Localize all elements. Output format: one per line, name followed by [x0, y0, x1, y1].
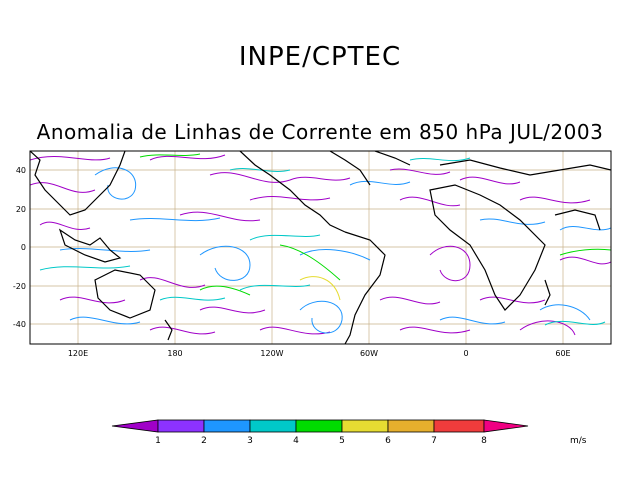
lat-tick-label: 20 [16, 205, 26, 214]
legend-label: 6 [385, 436, 391, 446]
legend-swatch [483, 419, 529, 433]
lon-tick-label: 60W [360, 349, 378, 358]
streamlines [30, 153, 611, 336]
latitude-axis: 40 20 0 -20 -40 [13, 166, 26, 329]
legend-swatch [433, 419, 485, 433]
legend-swatch [111, 419, 159, 433]
map-frame [29, 150, 612, 345]
map-background [30, 151, 611, 344]
legend-unit: m/s [570, 436, 587, 446]
legend-swatch [295, 419, 343, 433]
lon-tick-label: 120W [260, 349, 283, 358]
lon-tick-label: 120E [68, 349, 88, 358]
lat-tick-label: 0 [21, 243, 26, 252]
legend-labels: 1 2 3 4 5 6 7 8 m/s [155, 436, 587, 446]
longitude-axis: 120E 180 120W 60W 0 60E [68, 349, 571, 358]
legend-swatch [203, 419, 251, 433]
lon-tick-label: 0 [463, 349, 468, 358]
lat-tick-label: 40 [16, 166, 26, 175]
legend-label: 4 [293, 436, 299, 446]
legend-swatch [387, 419, 435, 433]
lon-tick-label: 180 [167, 349, 182, 358]
continents [30, 151, 611, 344]
color-legend [111, 419, 529, 433]
map-title: Anomalia de Linhas de Corrente em 850 hP… [36, 120, 604, 144]
legend-label: 3 [247, 436, 253, 446]
lat-tick-label: -40 [13, 320, 26, 329]
legend-swatch [341, 419, 389, 433]
lon-tick-label: 60E [555, 349, 570, 358]
organization-title: INPE/CPTEC [238, 42, 402, 72]
legend-swatch [157, 419, 205, 433]
legend-label: 1 [155, 436, 161, 446]
legend-label: 8 [481, 436, 487, 446]
legend-swatch [249, 419, 297, 433]
legend-label: 2 [201, 436, 207, 446]
lat-tick-label: -20 [13, 282, 26, 291]
legend-label: 7 [431, 436, 437, 446]
legend-label: 5 [339, 436, 345, 446]
